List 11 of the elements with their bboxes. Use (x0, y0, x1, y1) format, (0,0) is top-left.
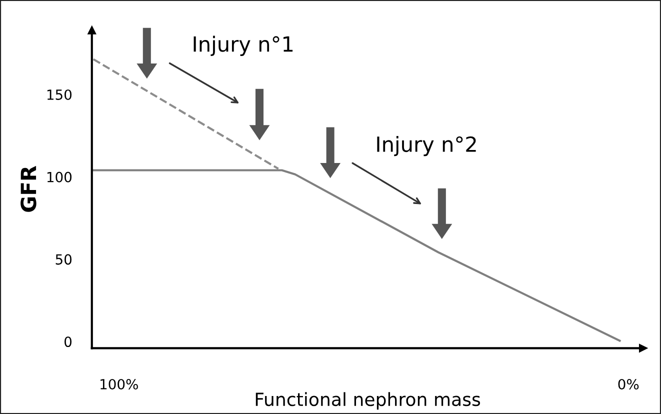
annotation: Injury n°2 (377, 136, 476, 156)
y-axis-title: GFR (20, 166, 36, 212)
y-tick-label: 100 (47, 172, 72, 182)
y-tick-label: 150 (47, 89, 72, 100)
annotation: Injury n°1 (194, 36, 293, 56)
y-tick-label: 50 (56, 254, 72, 265)
x-tick-label: 100% (100, 378, 138, 390)
line-series (92, 169, 621, 342)
x-tick-label: 0% (618, 378, 639, 390)
y-tick-label: 0 (64, 336, 72, 348)
x-axis-title: Functional nephron mass (256, 392, 480, 410)
